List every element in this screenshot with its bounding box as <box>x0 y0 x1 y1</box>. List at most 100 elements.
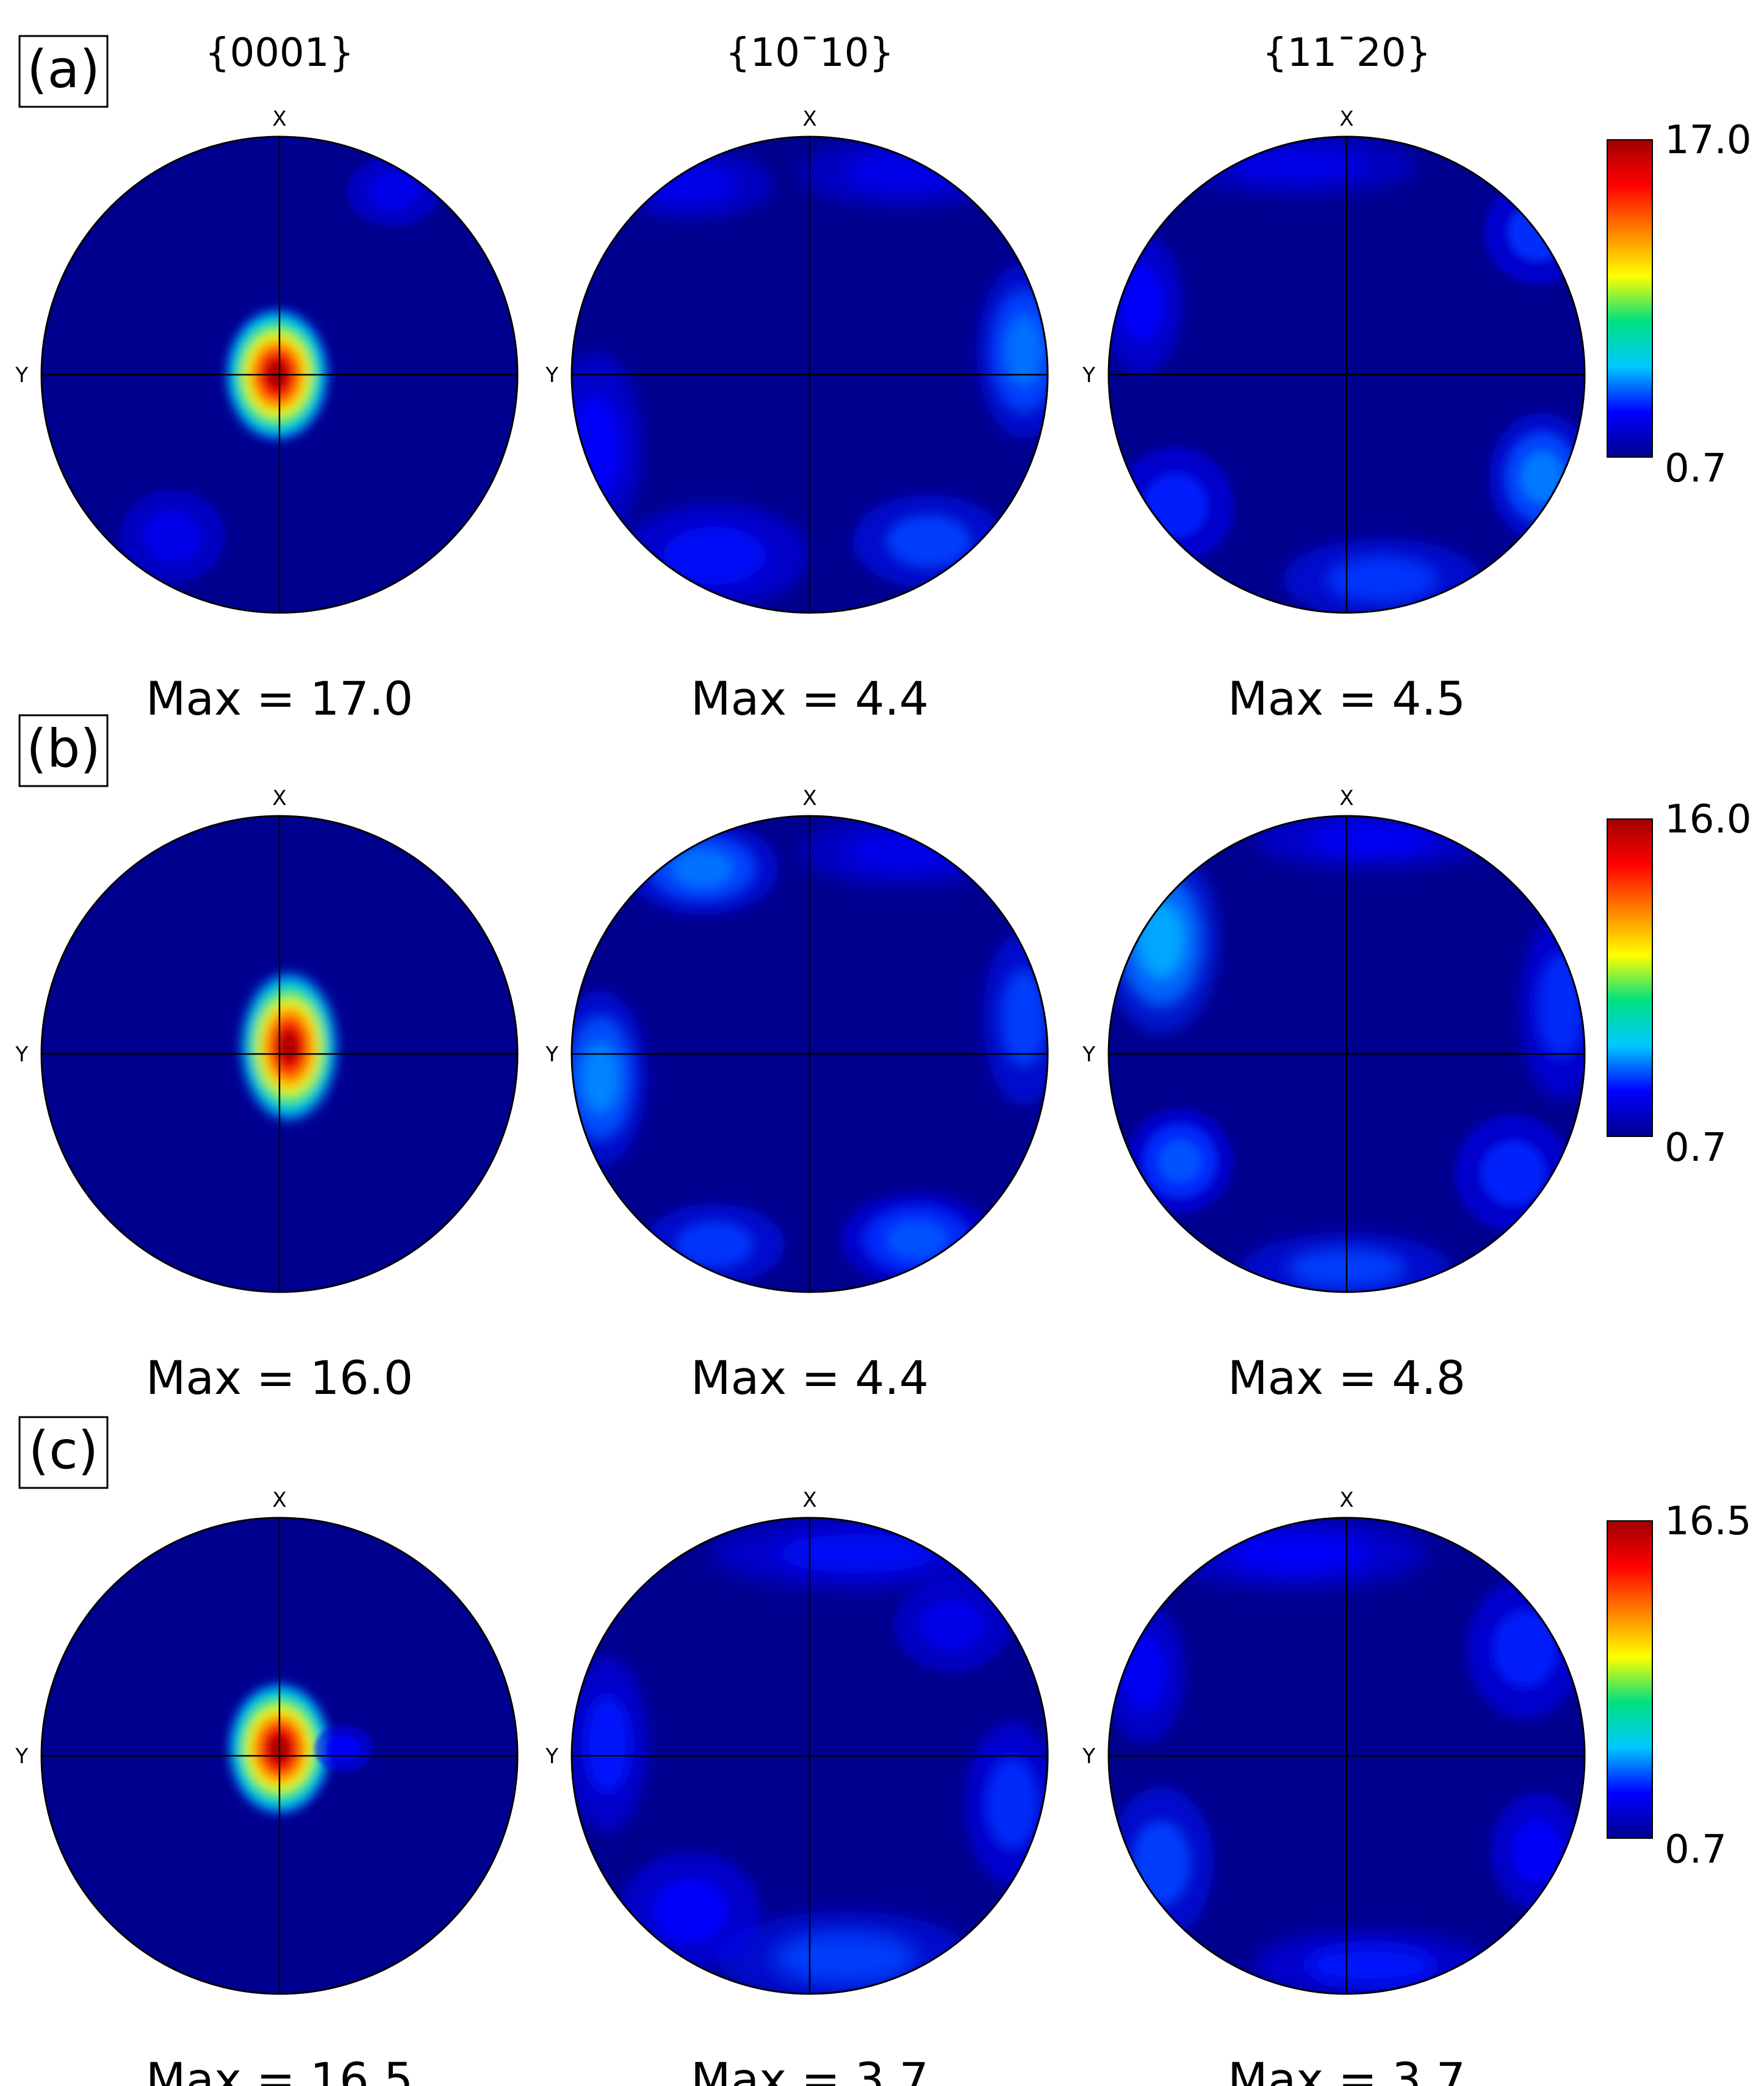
colorbar-min-label: 0.7 <box>1665 446 1727 491</box>
intensity-spot <box>1109 1602 1186 1743</box>
colorbar: 16.0 0.7 <box>1607 797 1752 1171</box>
intensity-spot <box>800 137 1010 208</box>
intensity-spot <box>314 1725 373 1772</box>
intensity-spot <box>1170 1518 1428 1589</box>
max-intensity-label: Max = 4.8 <box>1228 1351 1466 1405</box>
intensity-spot <box>800 817 1010 887</box>
pole-outline <box>40 1517 519 1995</box>
axis-label-x: X <box>272 1488 286 1512</box>
intensity-spot <box>1520 913 1585 1100</box>
intensity-spot <box>609 149 772 220</box>
panel-tag-box <box>18 714 109 787</box>
intensity-spot <box>572 990 647 1166</box>
max-intensity-label: Max = 3.7 <box>1228 2052 1466 2086</box>
intensity-contour <box>327 1736 360 1762</box>
intensity-spot <box>983 931 1048 1106</box>
intensity-contour <box>368 172 420 211</box>
colorbar-max-label: 16.0 <box>1665 797 1752 842</box>
colorbar: 17.0 0.7 <box>1607 118 1752 491</box>
intensity-spot <box>1253 1930 1488 1994</box>
pole-figure-2-1: X Y Max = 3.7 <box>545 1488 1049 2086</box>
panel-tag-box <box>18 35 109 108</box>
colorbar-gradient <box>1607 1520 1653 1839</box>
axis-label-x: X <box>1339 786 1353 810</box>
pole-figure-0-1: X Y Max = 4.4 <box>545 107 1049 726</box>
intensity-spot <box>965 1722 1048 1885</box>
colorbar-gradient <box>1607 818 1653 1137</box>
pole-outline <box>571 1517 1049 1995</box>
intensity-spot <box>1182 137 1416 195</box>
intensity-contour <box>1132 1821 1190 1905</box>
max-intensity-label: Max = 4.4 <box>691 671 929 726</box>
intensity-contour <box>1521 451 1563 503</box>
intensity-field <box>1109 816 1585 1292</box>
intensity-spot <box>1109 1787 1214 1939</box>
intensity-contour <box>1005 316 1043 386</box>
intensity-contour <box>1492 1610 1558 1687</box>
intensity-contour <box>1001 970 1046 1067</box>
pole-outline <box>571 815 1049 1293</box>
pole-outline <box>40 815 519 1293</box>
axis-label-x: X <box>1339 107 1353 131</box>
intensity-contour <box>1538 955 1583 1058</box>
colorbar-min-label: 0.7 <box>1665 1827 1727 1872</box>
intensity-contour <box>581 1042 619 1113</box>
intensity-contour <box>1143 473 1208 538</box>
axis-label-y: Y <box>1082 363 1095 388</box>
intensity-spot <box>120 489 225 583</box>
intensity-contour <box>572 394 622 498</box>
row-1: (b) X Y Max = 16.0 X Y Max = 4.4 X Y Max = 4.8 16.… <box>15 714 1752 1405</box>
intensity-spot <box>621 1852 761 1969</box>
intensity-contour <box>1306 823 1435 856</box>
intensity-spot <box>1455 1114 1572 1232</box>
axis-label-x: X <box>1339 1488 1353 1512</box>
intensity-contour <box>675 1222 754 1267</box>
pole-outline <box>1107 135 1586 614</box>
intensity-contour <box>1481 1141 1546 1205</box>
pole-figure-0-0: X Y Max = 17.0 <box>15 107 519 726</box>
pole-figure-2-0: X Y Max = 16.5 <box>15 1488 519 2086</box>
intensity-contour <box>847 832 963 872</box>
axis-label-x: X <box>802 107 816 131</box>
intensity-contour <box>279 1032 299 1062</box>
intensity-spot <box>894 1578 1011 1672</box>
max-intensity-label: Max = 3.7 <box>691 2052 929 2086</box>
intensity-contour <box>1511 1819 1563 1883</box>
axis-label-y: Y <box>15 363 28 388</box>
intensity-contour <box>847 153 963 192</box>
pole-outline <box>1107 1517 1586 1995</box>
column-header-10-10: {10¯10} <box>725 31 894 76</box>
axis-label-y: Y <box>15 1744 28 1769</box>
axis-label-y: Y <box>545 1042 558 1067</box>
pole-outline <box>40 135 519 614</box>
intensity-contour <box>887 515 971 568</box>
max-intensity-label: Max = 16.5 <box>146 2052 413 2086</box>
colorbar-max-label: 16.5 <box>1665 1499 1752 1544</box>
pole-outline <box>1107 815 1586 1293</box>
intensity-contour <box>663 527 766 585</box>
intensity-spot <box>572 1656 649 1832</box>
intensity-spot <box>572 353 643 540</box>
row-2: (c) X Y Max = 16.5 X Y Max = 3.7 X Y Max = 3.7 16.… <box>15 1416 1752 2086</box>
intensity-contour <box>1119 264 1165 342</box>
intensity-spot <box>1117 447 1234 565</box>
axis-label-y: Y <box>545 363 558 388</box>
intensity-spot <box>1490 1792 1584 1910</box>
intensity-contour <box>1306 1946 1435 1985</box>
intensity-spot <box>239 971 339 1123</box>
intensity-contour <box>886 1221 948 1258</box>
axis-label-y: Y <box>1082 1042 1095 1067</box>
intensity-spot <box>627 821 779 915</box>
column-header-11-20: {11¯20} <box>1262 31 1431 76</box>
intensity-contour <box>1327 557 1438 602</box>
colorbar: 16.5 0.7 <box>1607 1499 1752 1872</box>
intensity-contour <box>1228 1534 1370 1573</box>
intensity-contour <box>672 850 733 887</box>
intensity-contour <box>986 1758 1038 1849</box>
intensity-field <box>572 1518 1048 1994</box>
column-header-0001: {0001} <box>205 31 354 76</box>
intensity-contour <box>143 511 201 563</box>
pole-outline <box>571 135 1049 614</box>
intensity-spot <box>1109 846 1220 1033</box>
